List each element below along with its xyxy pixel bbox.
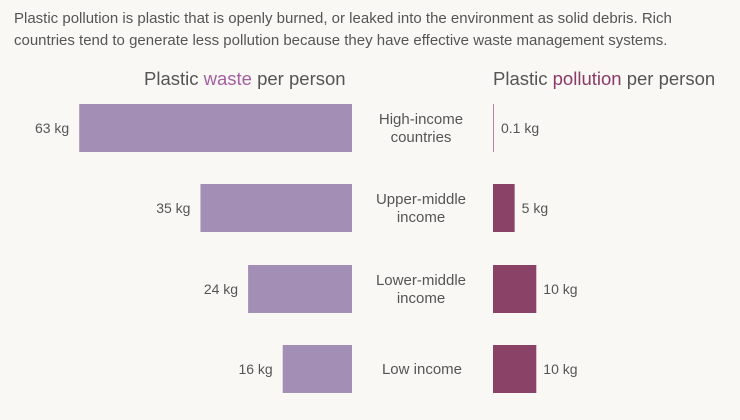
category-label: Low income	[382, 361, 462, 378]
category-label: Lower-middle	[376, 272, 466, 289]
waste-bar	[248, 265, 352, 313]
pollution-value-label: 0.1 kg	[501, 120, 539, 136]
waste-value-label: 24 kg	[204, 281, 238, 297]
waste-header: Plastic waste per person	[144, 68, 346, 89]
pollution-bar	[493, 265, 537, 313]
pollution-bar	[493, 104, 494, 152]
waste-value-label: 16 kg	[238, 361, 272, 377]
category-label: income	[397, 209, 445, 226]
waste-value-label: 63 kg	[35, 120, 69, 136]
waste-value-label: 35 kg	[156, 200, 190, 216]
waste-bar	[200, 184, 352, 232]
category-label: High-income	[379, 111, 463, 128]
category-label: countries	[391, 129, 452, 146]
intro-text: Plastic pollution is plastic that is ope…	[14, 10, 672, 49]
pollution-header: Plastic pollution per person	[493, 68, 716, 89]
category-label: Upper-middle	[376, 191, 466, 208]
waste-bar	[79, 104, 353, 152]
pollution-bar	[493, 184, 515, 232]
pollution-value-label: 10 kg	[543, 361, 577, 377]
category-label: income	[397, 290, 445, 307]
pollution-value-label: 5 kg	[522, 200, 548, 216]
pollution-bar	[493, 345, 537, 393]
waste-bar	[282, 345, 352, 393]
pollution-value-label: 10 kg	[543, 281, 577, 297]
